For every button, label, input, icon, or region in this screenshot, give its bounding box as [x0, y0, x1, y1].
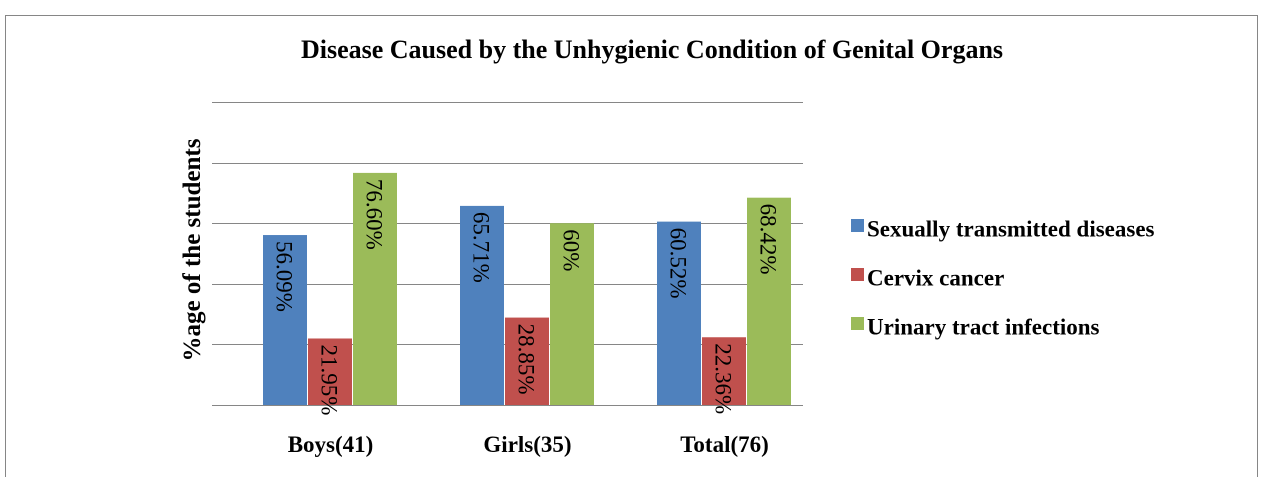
- y-axis-label: %age of the students: [179, 138, 206, 361]
- bar: [353, 172, 397, 405]
- x-tick-label: Total(76): [680, 432, 769, 457]
- data-label: 28.85%: [514, 324, 539, 395]
- data-label: 22.36%: [711, 343, 736, 414]
- bar: [263, 235, 307, 405]
- bar: [747, 197, 791, 405]
- legend-label: Urinary tract infections: [867, 314, 1100, 339]
- bar: [460, 205, 504, 405]
- data-label: 21.95%: [317, 344, 342, 415]
- legend-label: Cervix cancer: [867, 265, 1004, 290]
- x-tick-label: Boys(41): [288, 432, 374, 457]
- data-label: 60%: [559, 229, 584, 271]
- legend-swatch: [851, 219, 864, 232]
- bar: [657, 221, 701, 405]
- chart-title: Disease Caused by the Unhygienic Conditi…: [301, 35, 1003, 64]
- data-label: 56.09%: [272, 241, 297, 312]
- x-tick-label: Girls(35): [483, 432, 571, 457]
- bar: [308, 338, 352, 405]
- legend-swatch: [851, 317, 864, 330]
- chart-border: [5, 15, 1258, 477]
- data-label: 76.60%: [362, 179, 387, 250]
- data-label: 60.52%: [666, 228, 691, 299]
- legend-swatch: [851, 268, 864, 281]
- bar: [505, 317, 549, 405]
- data-label: 68.42%: [756, 204, 781, 275]
- bar: [550, 223, 594, 405]
- bar: [702, 337, 746, 405]
- legend-label: Sexually transmitted diseases: [867, 216, 1155, 241]
- data-label: 65.71%: [469, 212, 494, 283]
